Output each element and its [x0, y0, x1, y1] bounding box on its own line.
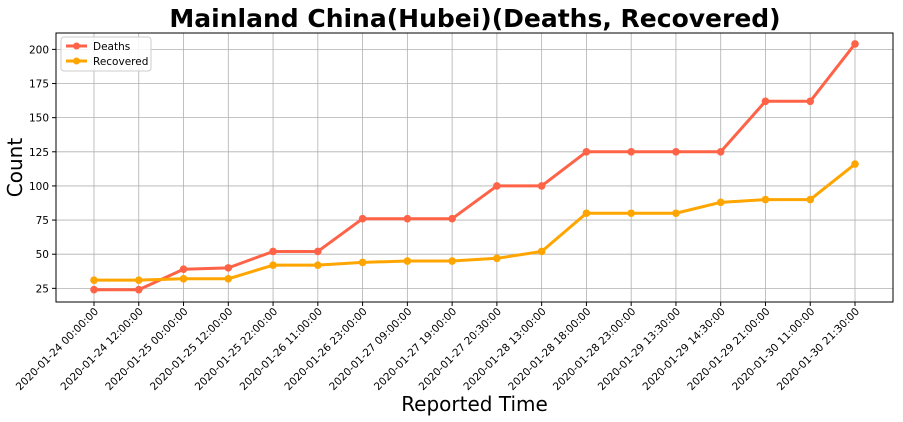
x-tick-label: 2020-01-29 14:30:00 [640, 306, 727, 393]
data-point [314, 261, 322, 269]
x-tick-label: 2020-01-25 12:00:00 [148, 306, 235, 393]
data-point [448, 214, 456, 223]
y-tick-label: 200 [29, 44, 49, 56]
x-tick-label: 2020-01-25 00:00:00 [103, 306, 190, 393]
data-point [179, 274, 188, 283]
y-tick-label: 100 [29, 181, 49, 193]
series-line [92, 162, 857, 282]
plot-frame [55, 32, 894, 303]
legend-label: Deaths [93, 41, 130, 53]
legend: Deaths Recovered [60, 36, 152, 72]
data-point [493, 254, 501, 263]
data-point [358, 258, 367, 267]
legend-swatch-marker [73, 57, 80, 65]
series-layer [90, 40, 859, 294]
legend-swatch-marker [73, 42, 80, 50]
data-point [179, 265, 188, 274]
data-point [582, 147, 591, 156]
data-point [851, 40, 859, 48]
data-point [403, 257, 412, 265]
x-tick-label: 2020-01-25 22:00:00 [193, 306, 280, 393]
chart-title: Mainland China(Hubei)(Deaths, Recovered) [169, 4, 780, 33]
x-tick-label: 2020-01-24 12:00:00 [59, 306, 146, 393]
grid-lines [56, 33, 893, 302]
data-point [806, 195, 815, 204]
x-tick-label: 2020-01-30 11:00:00 [730, 306, 817, 393]
data-point [761, 195, 770, 204]
x-tick-label: 2020-01-27 09:00:00 [327, 306, 414, 393]
data-point [134, 276, 143, 284]
x-tick-label: 2020-01-28 18:00:00 [506, 306, 593, 393]
y-tick-label: 175 [29, 79, 49, 91]
series-deaths [90, 40, 859, 294]
x-tick-label: 2020-01-28 23:00:00 [551, 306, 638, 393]
data-point [90, 285, 98, 294]
y-tick-label: 50 [36, 249, 49, 261]
x-tick-label: 2020-01-26 11:00:00 [238, 306, 325, 393]
data-point [134, 285, 143, 294]
series-line [92, 42, 857, 292]
x-tick-label: 2020-01-24 00:00:00 [14, 306, 101, 393]
legend-label: Recovered [93, 56, 148, 68]
y-tick-label: 150 [29, 113, 49, 125]
data-point [314, 247, 322, 256]
x-tick-label: 2020-01-26 23:00:00 [282, 306, 369, 393]
data-point [627, 209, 635, 218]
data-point [672, 209, 680, 218]
x-tick-label: 2020-01-27 19:00:00 [372, 306, 459, 393]
data-point [851, 160, 859, 168]
data-point [403, 214, 412, 223]
data-point [537, 247, 546, 256]
y-tick-label: 75 [36, 215, 49, 227]
data-point [582, 209, 591, 218]
y-tick-label: 125 [29, 147, 49, 159]
x-tick-label: 2020-01-29 13:30:00 [596, 306, 683, 393]
data-point [224, 264, 233, 272]
y-tick-label: 25 [36, 283, 49, 295]
data-point [90, 276, 98, 284]
data-point [224, 274, 233, 283]
y-axis-label: Count [3, 138, 27, 198]
x-tick-label: 2020-01-27 20:30:00 [417, 306, 504, 393]
y-axis-ticks: 25 50 75 100 125 150 175 200 [29, 44, 56, 295]
data-point [806, 97, 815, 106]
data-point [493, 182, 501, 190]
data-point [448, 257, 456, 265]
data-point [716, 198, 725, 207]
data-point [627, 147, 635, 156]
data-point [269, 261, 277, 269]
x-tick-label: 2020-01-28 13:00:00 [461, 306, 548, 393]
data-point [672, 147, 680, 156]
data-point [716, 147, 725, 156]
data-point [761, 97, 770, 106]
data-point [358, 214, 367, 223]
series-recovered [90, 160, 859, 284]
data-point [537, 182, 546, 190]
x-tick-label: 2020-01-30 21:30:00 [775, 306, 862, 393]
x-tick-label: 2020-01-29 21:00:00 [685, 306, 772, 393]
data-point [269, 247, 277, 256]
x-axis-label: Reported Time [401, 392, 548, 416]
